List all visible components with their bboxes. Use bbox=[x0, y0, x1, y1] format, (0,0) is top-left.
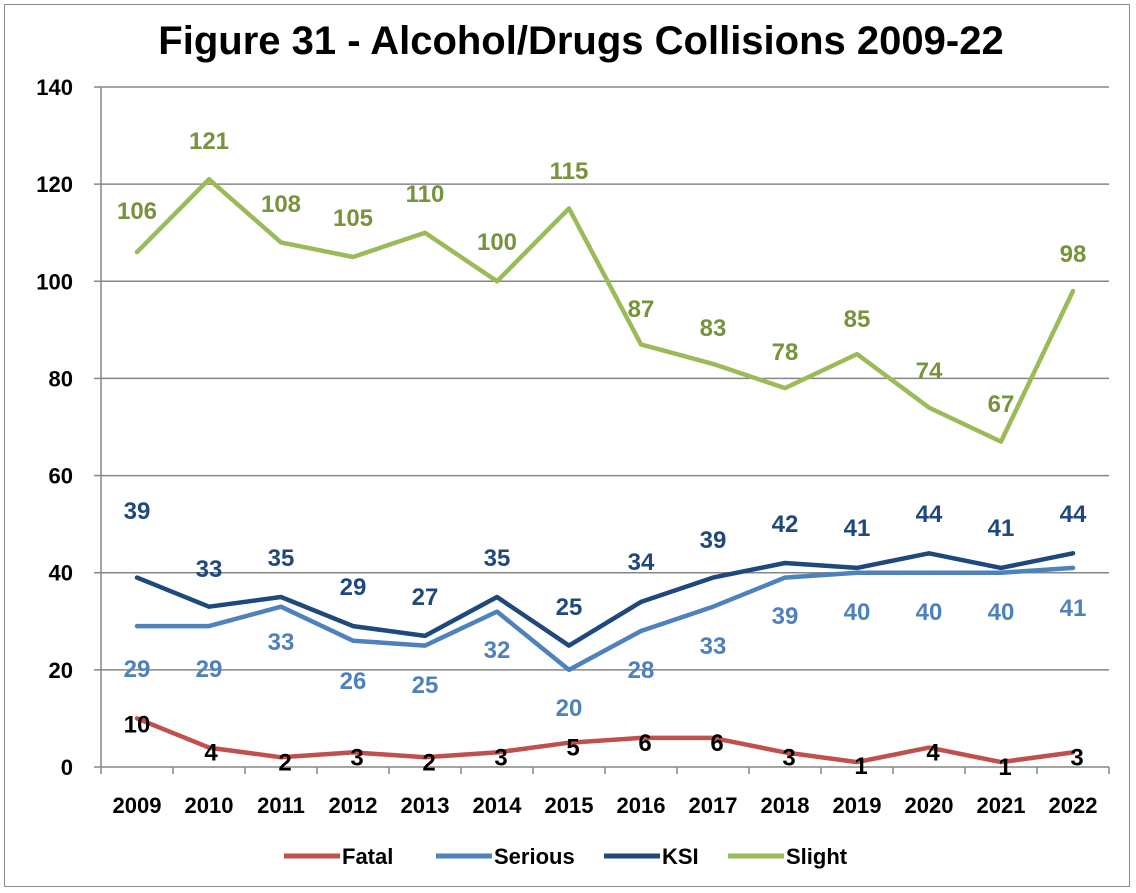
y-tick-label: 120 bbox=[36, 172, 73, 197]
legend-label-serious: Serious bbox=[494, 844, 575, 869]
data-label-ksi: 39 bbox=[124, 498, 151, 525]
data-label-fatal: 10 bbox=[124, 711, 151, 738]
x-tick-label: 2021 bbox=[977, 793, 1026, 818]
data-label-fatal: 3 bbox=[782, 744, 795, 771]
data-label-ksi: 35 bbox=[484, 545, 511, 572]
x-tick-label: 2011 bbox=[257, 793, 305, 818]
data-label-serious: 33 bbox=[700, 633, 727, 660]
x-tick-label: 2014 bbox=[473, 793, 523, 818]
x-tick-label: 2009 bbox=[113, 793, 162, 818]
data-label-fatal: 5 bbox=[566, 735, 579, 762]
y-tick-label: 80 bbox=[49, 366, 73, 391]
data-label-ksi: 33 bbox=[196, 556, 223, 583]
data-label-slight: 74 bbox=[916, 358, 943, 385]
data-label-slight: 106 bbox=[117, 198, 157, 225]
data-label-fatal: 6 bbox=[638, 730, 651, 757]
data-label-ksi: 41 bbox=[844, 515, 871, 542]
data-label-serious: 26 bbox=[340, 668, 367, 695]
data-label-serious: 20 bbox=[556, 695, 583, 722]
data-label-slight: 121 bbox=[189, 128, 229, 155]
data-label-serious: 32 bbox=[484, 637, 511, 664]
x-tick-label: 2016 bbox=[617, 793, 666, 818]
data-label-ksi: 39 bbox=[700, 527, 727, 554]
x-tick-label: 2012 bbox=[329, 793, 378, 818]
data-label-fatal: 3 bbox=[350, 744, 363, 771]
data-label-serious: 33 bbox=[268, 629, 295, 656]
x-tick-label: 2010 bbox=[185, 793, 234, 818]
gridlines bbox=[101, 86, 1109, 671]
data-label-fatal: 2 bbox=[278, 749, 291, 776]
legend-label-ksi: KSI bbox=[662, 844, 699, 869]
data-label-slight: 85 bbox=[844, 306, 871, 333]
data-label-fatal: 3 bbox=[494, 744, 507, 771]
data-label-slight: 100 bbox=[477, 229, 517, 256]
series-line-fatal bbox=[134, 716, 1076, 765]
x-tick-label: 2022 bbox=[1049, 793, 1098, 818]
data-label-slight: 98 bbox=[1060, 241, 1087, 268]
data-label-fatal: 1 bbox=[998, 754, 1011, 781]
series-line-serious bbox=[134, 565, 1076, 673]
y-tick-label: 0 bbox=[61, 755, 73, 780]
data-label-serious: 41 bbox=[1060, 595, 1087, 622]
data-label-slight: 110 bbox=[406, 181, 445, 208]
data-label-serious: 25 bbox=[412, 672, 439, 699]
data-label-fatal: 6 bbox=[710, 730, 723, 757]
data-label-slight: 115 bbox=[550, 158, 589, 185]
x-tick-label: 2017 bbox=[689, 793, 738, 818]
data-label-slight: 67 bbox=[988, 391, 1015, 418]
data-label-ksi: 44 bbox=[916, 501, 943, 528]
data-label-ksi: 29 bbox=[340, 574, 367, 601]
data-label-serious: 40 bbox=[844, 599, 871, 626]
data-label-slight: 78 bbox=[772, 339, 799, 366]
x-tick-label: 2013 bbox=[401, 793, 450, 818]
series-line-slight bbox=[134, 177, 1076, 444]
data-label-ksi: 35 bbox=[268, 545, 295, 572]
data-label-slight: 105 bbox=[333, 205, 373, 232]
data-label-slight: 83 bbox=[700, 315, 727, 342]
data-label-ksi: 44 bbox=[1060, 501, 1087, 528]
data-label-ksi: 34 bbox=[628, 549, 655, 576]
data-label-slight: 87 bbox=[628, 296, 655, 323]
x-tick-label: 2015 bbox=[545, 793, 594, 818]
data-label-serious: 40 bbox=[988, 599, 1015, 626]
y-tick-label: 140 bbox=[36, 75, 73, 100]
data-label-ksi: 42 bbox=[772, 511, 799, 538]
data-label-slight: 108 bbox=[261, 191, 301, 218]
data-label-fatal: 3 bbox=[1070, 744, 1083, 771]
x-tick-label: 2019 bbox=[833, 793, 882, 818]
data-label-fatal: 1 bbox=[854, 753, 867, 780]
y-tick-label: 100 bbox=[36, 269, 73, 294]
data-label-fatal: 2 bbox=[422, 749, 435, 776]
y-tick-label: 60 bbox=[49, 464, 73, 489]
legend-label-slight: Slight bbox=[786, 844, 848, 869]
x-tick-label: 2018 bbox=[761, 793, 810, 818]
series-lines bbox=[134, 177, 1076, 765]
legend-label-fatal: Fatal bbox=[342, 844, 393, 869]
y-tick-label: 20 bbox=[49, 658, 73, 683]
data-label-serious: 29 bbox=[196, 656, 223, 683]
data-label-serious: 39 bbox=[772, 603, 799, 630]
series-line-ksi bbox=[134, 551, 1076, 648]
data-label-ksi: 27 bbox=[412, 584, 439, 611]
y-tick-label: 40 bbox=[49, 561, 73, 586]
legend: Fatal Serious KSI Slight bbox=[284, 844, 848, 869]
data-label-serious: 28 bbox=[628, 657, 655, 684]
data-label-fatal: 4 bbox=[926, 740, 940, 767]
data-label-fatal: 4 bbox=[204, 740, 218, 767]
chart-title: Figure 31 - Alcohol/Drugs Collisions 200… bbox=[158, 19, 1003, 63]
data-label-serious: 29 bbox=[124, 656, 151, 683]
data-label-ksi: 41 bbox=[988, 515, 1015, 542]
data-label-serious: 40 bbox=[916, 599, 943, 626]
data-label-ksi: 25 bbox=[556, 594, 583, 621]
x-tick-label: 2020 bbox=[905, 793, 954, 818]
